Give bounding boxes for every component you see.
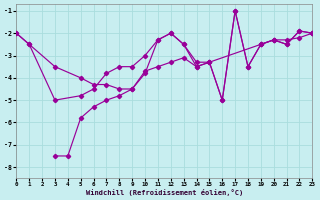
- X-axis label: Windchill (Refroidissement éolien,°C): Windchill (Refroidissement éolien,°C): [86, 189, 243, 196]
